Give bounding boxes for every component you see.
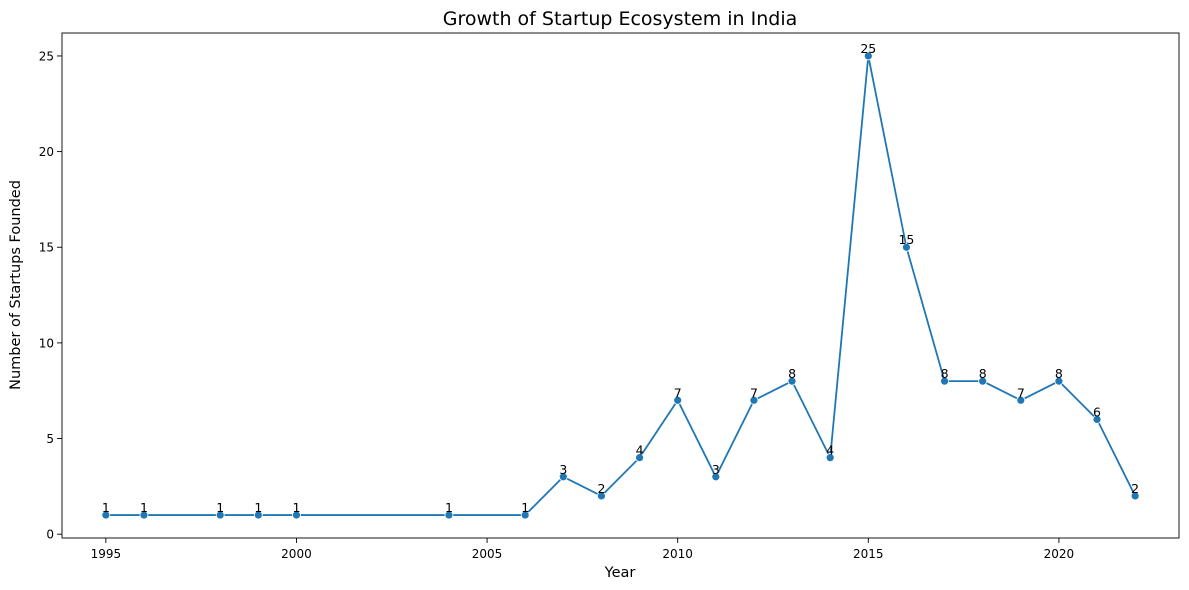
data-point-2019 [1016, 395, 1026, 405]
data-label-2013: 8 [788, 366, 796, 381]
x-tick-label-2005: 2005 [472, 547, 503, 561]
data-point-2016 [902, 242, 911, 252]
data-label-2020: 8 [1055, 366, 1063, 381]
data-point-2000 [292, 510, 301, 520]
data-point-2010 [673, 395, 683, 405]
x-tick-label-2010: 2010 [662, 547, 693, 561]
data-label-2004: 1 [445, 500, 453, 515]
x-tick-label-2000: 2000 [281, 547, 312, 561]
data-point-2006 [520, 510, 530, 520]
data-label-1995: 1 [102, 500, 110, 515]
data-point-2004 [444, 510, 454, 520]
data-point-2015 [863, 51, 873, 61]
data-label-2008: 2 [597, 481, 605, 496]
data-point-2022 [1130, 491, 1140, 501]
chart-title: Growth of Startup Ecosystem in India [443, 8, 798, 30]
data-label-1998: 1 [216, 500, 224, 515]
data-label-1999: 1 [254, 500, 262, 515]
data-label-2014: 4 [826, 443, 834, 458]
data-label-2006: 1 [521, 500, 529, 515]
data-point-2014 [825, 453, 835, 463]
data-point-2011 [711, 472, 721, 482]
data-label-2007: 3 [559, 462, 567, 477]
y-tick-label-20: 20 [39, 145, 54, 159]
y-axis: 0 5 10 15 20 25 [39, 49, 62, 542]
data-label-2018: 8 [979, 366, 987, 381]
data-label-2011: 3 [712, 462, 720, 477]
plot-frame [61, 32, 1180, 539]
y-axis-title: Number of Startups Founded [8, 180, 24, 390]
data-point-2007 [558, 472, 568, 482]
x-tick-label-2015: 2015 [853, 547, 884, 561]
y-tick-label-5: 5 [46, 432, 54, 446]
data-label-2017: 8 [941, 366, 949, 381]
data-label-2022: 2 [1131, 481, 1139, 496]
data-point-2012 [749, 395, 759, 405]
data-point-1998 [215, 510, 225, 520]
y-tick-label-25: 25 [39, 49, 54, 63]
data-point-2020 [1054, 376, 1064, 386]
x-axis-title: Year [604, 565, 636, 581]
data-label-2010: 7 [674, 385, 682, 400]
data-label-2015: 25 [860, 41, 876, 56]
x-tick-label-2020: 2020 [1044, 547, 1075, 561]
y-tick-label-15: 15 [39, 241, 54, 255]
data-point-2009 [635, 453, 644, 463]
data-label-2016: 15 [898, 232, 914, 247]
data-label-2019: 7 [1017, 385, 1025, 400]
data-point-1999 [253, 510, 263, 520]
data-point-2013 [787, 376, 797, 386]
data-point-2017 [940, 376, 949, 386]
data-label-2000: 1 [292, 500, 300, 515]
data-point-2008 [597, 491, 606, 501]
series-line [105, 55, 1136, 516]
x-tick-label-1995: 1995 [91, 547, 122, 561]
data-point-1996 [139, 510, 149, 520]
data-point-1995 [101, 510, 111, 520]
data-point-2018 [978, 376, 988, 386]
data-label-2009: 4 [636, 443, 644, 458]
y-tick-label-0: 0 [46, 528, 54, 542]
data-markers [101, 51, 1140, 520]
data-point-2021 [1092, 415, 1102, 424]
data-label-1996: 1 [140, 500, 148, 515]
data-labels: 1 1 1 1 1 1 1 3 2 4 7 3 7 8 4 25 15 8 8 7 8 6 2 [102, 41, 1139, 515]
x-axis: 1995 2000 2005 2010 2015 2020 [91, 538, 1075, 561]
data-label-2012: 7 [750, 385, 758, 400]
y-tick-label-10: 10 [39, 336, 54, 350]
data-label-2021: 6 [1093, 404, 1101, 419]
